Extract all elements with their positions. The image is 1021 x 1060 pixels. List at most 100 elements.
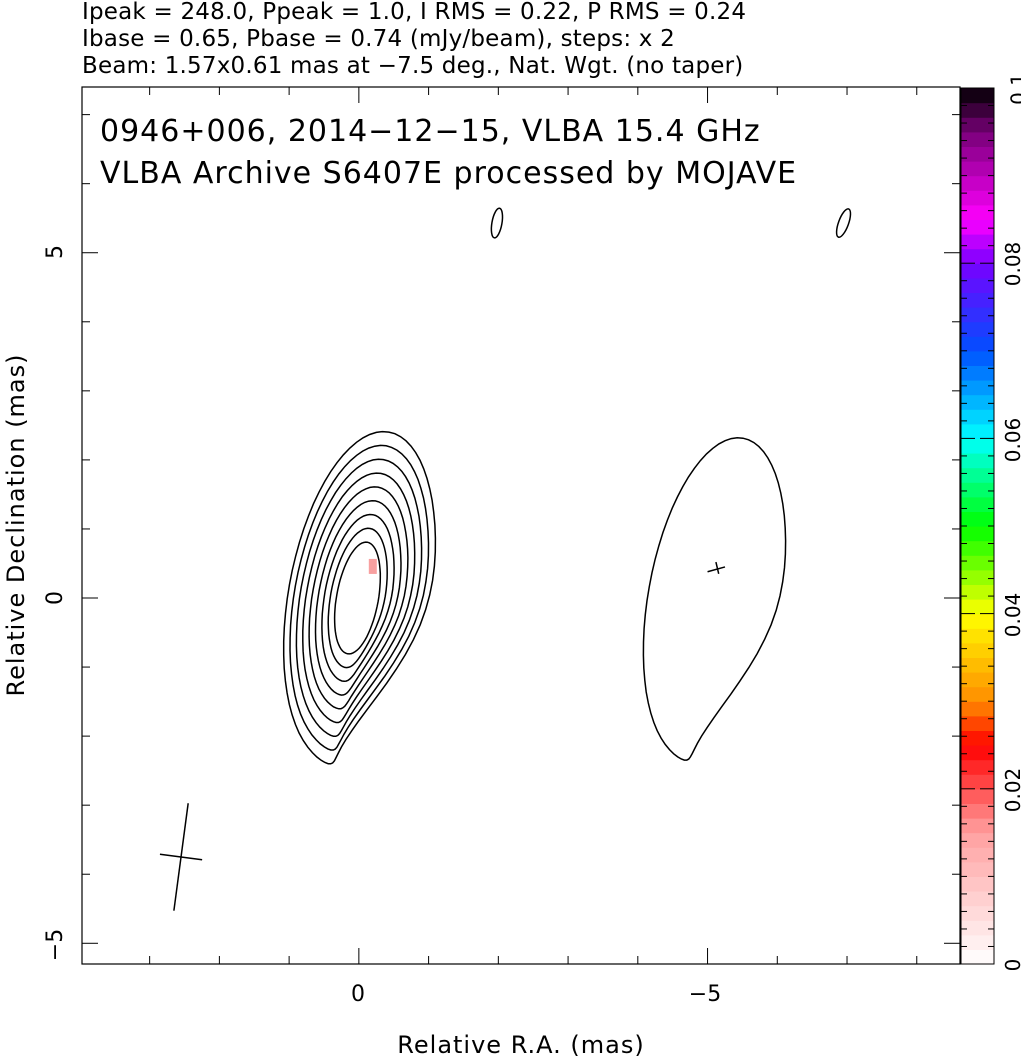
x-axis-label: Relative R.A. (mas): [397, 1031, 644, 1059]
colorbar-band: [961, 438, 994, 454]
colorbar-band: [961, 672, 994, 688]
colorbar-band: [961, 453, 994, 469]
component-marker: [707, 566, 726, 573]
beam-minor-axis: [159, 853, 203, 861]
colorbar-band: [961, 701, 994, 717]
header-stats-line: Ipeak = 248.0, Ppeak = 1.0, I RMS = 0.22…: [82, 0, 747, 25]
colorbar-band: [961, 117, 994, 133]
colorbar-band: [961, 891, 994, 907]
axis-ticks: [82, 87, 960, 964]
colorbar-band: [961, 526, 994, 542]
colorbar-band: [961, 394, 994, 410]
plot-frame: [81, 86, 961, 965]
chart-title-line2: VLBA Archive S6407E processed by MOJAVE: [100, 156, 797, 191]
colorbar-band: [961, 482, 994, 498]
colorbar-band: [961, 861, 994, 877]
colorbar-label-0.04: 0.04: [1001, 593, 1021, 638]
colorbar-band: [961, 818, 994, 834]
colorbar-band: [961, 204, 994, 220]
contour-core: [302, 472, 416, 724]
colorbar-band: [961, 584, 994, 600]
colorbar-band: [961, 803, 994, 819]
colorbar-band: [961, 219, 994, 235]
colorbar-band: [961, 409, 994, 425]
colorbar-band: [961, 642, 994, 658]
colorbar: [961, 88, 994, 965]
colorbar-band: [961, 774, 994, 790]
colorbar-label-0: 0: [1001, 959, 1021, 972]
y-tick-label-0: 0: [43, 591, 68, 605]
colorbar-band: [961, 949, 994, 965]
colorbar-band: [961, 628, 994, 644]
colorbar-band: [961, 175, 994, 191]
colorbar-band: [961, 336, 994, 352]
colorbar-band: [961, 511, 994, 527]
colorbar-band: [961, 190, 994, 206]
y-tick-label-5: 5: [43, 245, 68, 259]
colorbar-band: [961, 599, 994, 615]
colorbar-band: [961, 555, 994, 571]
colorbar-band: [961, 423, 994, 439]
colorbar-band: [961, 263, 994, 279]
colorbar-band: [961, 234, 994, 250]
contour-core: [314, 499, 402, 696]
colorbar-band: [961, 759, 994, 775]
colorbar-band: [961, 496, 994, 512]
colorbar-band: [961, 292, 994, 308]
contour-core: [308, 486, 409, 710]
y-tick-label-minus5: −5: [43, 929, 68, 961]
colorbar-band: [961, 847, 994, 863]
colorbar-band: [961, 146, 994, 162]
colorbar-label-0.02: 0.02: [1001, 768, 1021, 813]
colorbar-band: [961, 905, 994, 921]
x-tick-label-minus5: −5: [689, 982, 721, 1007]
colorbar-band: [961, 745, 994, 761]
contour-component: [642, 437, 787, 761]
colorbar-band: [961, 380, 994, 396]
colorbar-band: [961, 540, 994, 556]
colorbar-band: [961, 730, 994, 746]
colorbar-band: [961, 715, 994, 731]
colorbar-band: [961, 321, 994, 337]
colorbar-band: [961, 248, 994, 264]
colorbar-band: [961, 365, 994, 381]
contour-core: [295, 458, 423, 738]
header-beam-line: Beam: 1.57x0.61 mas at −7.5 deg., Nat. W…: [82, 53, 744, 79]
colorbar-band: [961, 613, 994, 629]
colorbar-band: [961, 657, 994, 673]
contours: [159, 207, 852, 911]
colorbar-band: [961, 88, 994, 104]
colorbar-band: [961, 876, 994, 892]
contour-core: [333, 541, 382, 655]
colorbar-band: [961, 832, 994, 848]
colorbar-label-0.08: 0.08: [1001, 242, 1021, 287]
colorbar-band: [961, 277, 994, 293]
colorbar-band: [961, 920, 994, 936]
noise-contour: [490, 207, 504, 239]
polarization-pixel: [368, 558, 377, 574]
noise-contour: [835, 208, 852, 238]
contour-core: [289, 444, 430, 751]
y-axis-label: Relative Declination (mas): [2, 353, 30, 696]
colorbar-ticks: [961, 87, 994, 965]
colorbar-band: [961, 686, 994, 702]
colorbar-band: [961, 350, 994, 366]
x-tick-label-0: 0: [351, 982, 365, 1007]
contour-core: [327, 527, 388, 669]
colorbar-band: [961, 569, 994, 585]
header-base-line: Ibase = 0.65, Pbase = 0.74 (mJy/beam), s…: [82, 26, 675, 52]
colorbar-band: [961, 467, 994, 483]
colorbar-band: [961, 934, 994, 950]
colorbar-band: [961, 131, 994, 147]
colorbar-band: [961, 307, 994, 323]
colorbar-band: [961, 102, 994, 118]
colorbar-band: [961, 788, 994, 804]
contour-core: [282, 430, 437, 765]
component-marker: [715, 561, 720, 575]
colorbar-label-0.06: 0.06: [1001, 418, 1021, 463]
colorbar-band: [961, 161, 994, 177]
chart-title-line1: 0946+006, 2014−12−15, VLBA 15.4 GHz: [100, 114, 761, 149]
colorbar-label-0.1: 0.1: [1007, 73, 1021, 105]
contour-core: [321, 513, 395, 683]
